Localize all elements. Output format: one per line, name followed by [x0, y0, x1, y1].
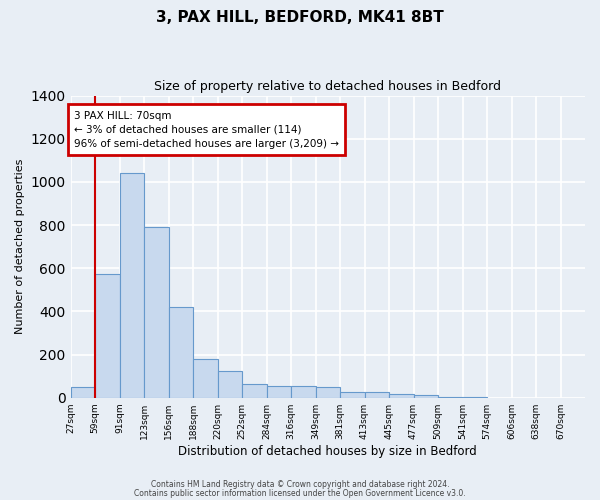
Text: 3, PAX HILL, BEDFORD, MK41 8BT: 3, PAX HILL, BEDFORD, MK41 8BT	[156, 10, 444, 25]
Bar	[119, 174, 144, 398]
Y-axis label: Number of detached properties: Number of detached properties	[15, 159, 25, 334]
Bar	[242, 384, 266, 398]
Text: Contains HM Land Registry data © Crown copyright and database right 2024.: Contains HM Land Registry data © Crown c…	[151, 480, 449, 489]
X-axis label: Distribution of detached houses by size in Bedford: Distribution of detached houses by size …	[178, 444, 477, 458]
Bar	[71, 387, 95, 398]
Bar	[218, 370, 242, 398]
Bar	[413, 395, 438, 398]
Bar	[193, 359, 218, 398]
Text: 3 PAX HILL: 70sqm
← 3% of detached houses are smaller (114)
96% of semi-detached: 3 PAX HILL: 70sqm ← 3% of detached house…	[74, 110, 339, 148]
Bar	[169, 307, 193, 398]
Bar	[291, 386, 316, 398]
Bar	[316, 388, 340, 398]
Bar	[95, 274, 119, 398]
Bar	[438, 396, 463, 398]
Bar	[463, 397, 487, 398]
Bar	[340, 392, 365, 398]
Title: Size of property relative to detached houses in Bedford: Size of property relative to detached ho…	[154, 80, 501, 93]
Bar	[144, 227, 169, 398]
Bar	[389, 394, 413, 398]
Bar	[365, 392, 389, 398]
Bar	[266, 386, 291, 398]
Text: Contains public sector information licensed under the Open Government Licence v3: Contains public sector information licen…	[134, 488, 466, 498]
